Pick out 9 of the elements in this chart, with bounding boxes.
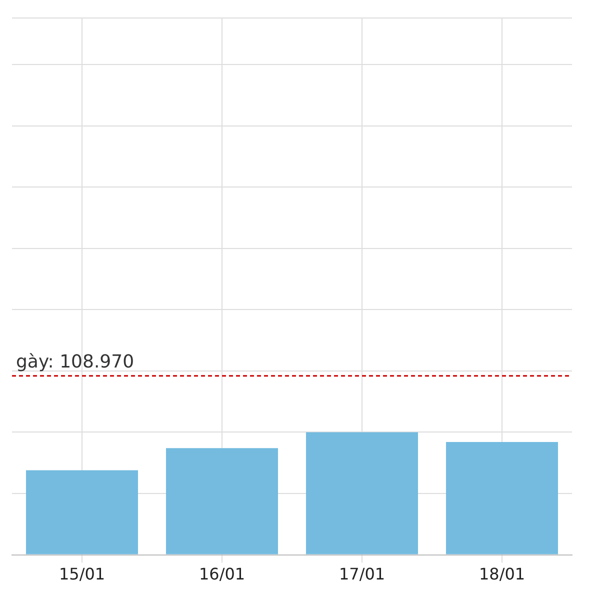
bar: [26, 470, 138, 554]
text: gày: 108.970: [16, 352, 134, 373]
bar: [166, 448, 278, 554]
bar: [306, 432, 418, 554]
x-tick-label: 16/01: [198, 564, 246, 584]
bar: [446, 442, 558, 554]
x-tick-label: 17/01: [338, 564, 386, 584]
x-tick-label: 18/01: [478, 564, 526, 584]
x-tick-label: 15/01: [58, 564, 106, 584]
